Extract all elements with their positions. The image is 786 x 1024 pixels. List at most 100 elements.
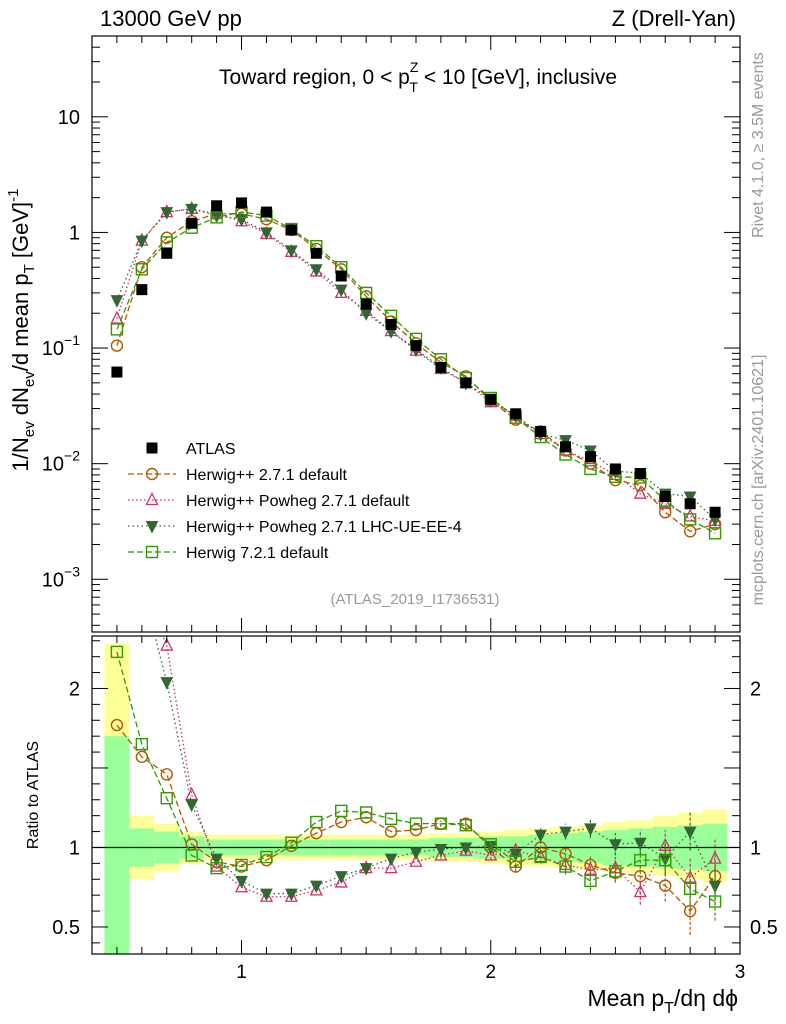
series-3-point-1 — [135, 263, 149, 276]
series-2-point-1 — [135, 235, 149, 249]
data-point-3 — [186, 217, 198, 229]
data-point-16 — [510, 408, 522, 420]
ratio-series-3 — [110, 645, 722, 921]
series-0-point-0 — [110, 339, 124, 352]
ratio-y-tick-label-right-1: 1 — [750, 837, 761, 859]
ratio-series-3-point-7 — [285, 836, 298, 849]
ratio-series-3-point-5 — [235, 858, 248, 872]
ratio-series-3-point-10 — [359, 806, 373, 819]
legend-entry-2: Herwig++ Powheg 2.7.1 default — [128, 492, 410, 510]
series-2-point-2 — [160, 207, 174, 220]
ratio-series-1-point-5 — [234, 879, 249, 893]
ratio-series-2-point-10 — [359, 863, 373, 876]
ratio-series-1-point-0 — [111, 539, 122, 550]
ratio-series-1-point-20 — [608, 860, 622, 874]
series-1-point-0 — [110, 310, 124, 324]
series-0 — [110, 207, 722, 538]
data-point-15 — [485, 393, 497, 405]
ratio-frame — [91, 635, 741, 955]
data-point-13 — [435, 361, 447, 373]
ratio-series-0-point-12 — [409, 823, 423, 837]
series-2-point-23 — [683, 491, 697, 505]
ratio-series-1-point-6 — [259, 888, 274, 902]
band-stat-0 — [104, 736, 130, 954]
ratio-series-3-point-17 — [534, 850, 547, 864]
ratio-series-2-point-19 — [584, 823, 597, 837]
data-point-11 — [385, 318, 397, 330]
ratio-series-2-point-21 — [633, 837, 647, 851]
ratio-series-2-point-24 — [708, 880, 722, 894]
ratio-series-0-point-2 — [160, 768, 173, 781]
ratio-series-3-point-15 — [484, 838, 497, 851]
ratio-series-1-point-8 — [309, 882, 323, 896]
series-0-point-23 — [683, 525, 697, 538]
series-3 — [110, 205, 722, 540]
data-point-7 — [285, 224, 297, 236]
data-point-10 — [360, 298, 372, 310]
ratio-series-3-point-9 — [335, 804, 348, 818]
ratio-series-3-point-18 — [559, 860, 572, 873]
legend-label-0: ATLAS — [186, 441, 236, 458]
mcplots-label: mcplots.cern.ch [arXiv:2401.10621] — [750, 355, 767, 606]
ratio-series-3-point-3 — [185, 849, 198, 862]
ratio-series-3-point-14 — [459, 819, 473, 832]
x-tick-label-0: 1 — [236, 962, 247, 983]
data-point-1 — [136, 284, 148, 296]
ratio-plot-series — [110, 539, 722, 935]
ratio-series-0-point-19 — [584, 858, 597, 872]
ratio-series-2-point-20 — [609, 839, 622, 852]
data-point-5 — [236, 197, 248, 209]
ratio-series-3-point-23 — [683, 882, 697, 896]
ratio-series-2-point-17 — [534, 829, 547, 843]
ratio-series-0-point-0 — [110, 718, 124, 732]
legend-marker-1 — [145, 467, 159, 481]
legend-entry-1: Herwig++ 2.7.1 default — [128, 467, 348, 484]
ratio-series-1-point-11 — [384, 860, 398, 874]
ratio-series-1-point-7 — [284, 888, 298, 902]
analysis-id-label: (ATLAS_2019_I1736531) — [330, 591, 499, 608]
series-2-point-7 — [285, 245, 298, 258]
ratio-y-tick-label-right-0: 0.5 — [750, 917, 778, 939]
ratio-series-2-point-9 — [334, 871, 348, 884]
ratio-series-1-point-14 — [459, 842, 473, 856]
ratio-series-1-point-9 — [334, 874, 348, 888]
legend-label-4: Herwig 7.2.1 default — [186, 545, 329, 562]
ratio-series-2-point-8 — [309, 880, 323, 894]
ratio-series-2-point-16 — [509, 848, 523, 862]
ratio-series-3-point-19 — [584, 874, 597, 888]
series-2-point-6 — [260, 227, 273, 241]
ratio-y-tick-label-1: 1 — [69, 837, 80, 859]
legend-entry-4: Herwig 7.2.1 default — [128, 545, 329, 562]
ratio-series-0-point-22 — [659, 879, 672, 892]
series-1-point-22 — [658, 495, 672, 509]
ratio-series-3-point-2 — [160, 791, 173, 805]
data-point-20 — [609, 463, 621, 475]
data-point-4 — [211, 200, 223, 212]
series-0-point-22 — [659, 506, 672, 519]
ratio-series-3-point-4 — [210, 861, 223, 875]
ratio-series-3-point-13 — [434, 817, 448, 830]
ratio-series-2-point-4 — [210, 853, 223, 867]
series-2-point-3 — [185, 203, 199, 217]
ratio-series-2-point-2 — [160, 677, 174, 690]
ratio-series-3-point-21 — [634, 853, 647, 867]
series-2-point-18 — [559, 435, 572, 448]
x-tick-label-2: 3 — [735, 962, 746, 983]
data-point-22 — [659, 491, 671, 503]
series-1-point-21 — [633, 485, 647, 499]
y-tick-label-1: 10−2 — [42, 448, 80, 476]
ratio-series-3-point-0 — [110, 645, 124, 659]
series-2-point-0 — [110, 295, 124, 308]
ratio-series-3-point-6 — [260, 850, 273, 864]
ratio-series-3-point-24 — [708, 895, 722, 908]
ratio-series-1-point-21 — [633, 884, 647, 898]
series-3-point-19 — [584, 462, 597, 476]
ratio-series-1-point-13 — [434, 847, 448, 861]
ratio-series-3-point-16 — [509, 855, 522, 868]
ratio-series-3-point-12 — [409, 817, 423, 830]
ratio-series-2-point-18 — [559, 826, 572, 840]
ratio-series-2-point-5 — [235, 875, 248, 889]
axes: 1 2 3 10−3 10−2 10−1 1 10 0.5 0.5 1 1 2 2 — [42, 35, 778, 983]
legend-marker-2 — [145, 492, 159, 506]
